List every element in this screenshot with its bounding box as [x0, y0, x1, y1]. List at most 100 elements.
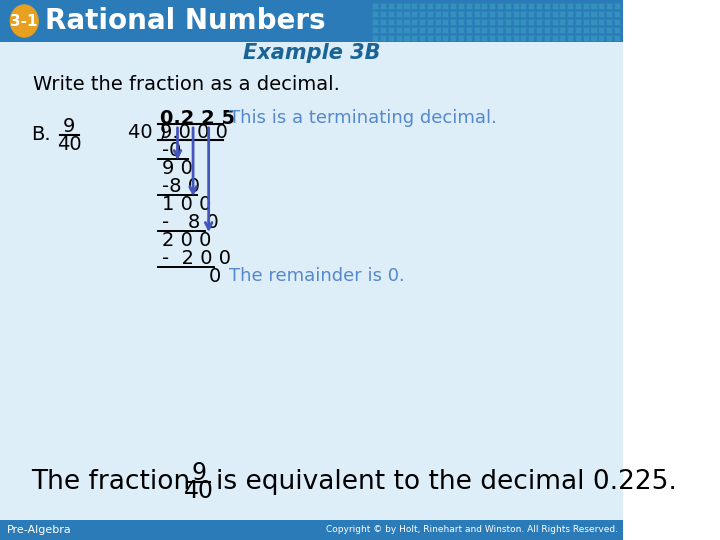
- Bar: [575, 35, 581, 41]
- Bar: [505, 27, 510, 33]
- Bar: [419, 11, 425, 17]
- Bar: [442, 3, 449, 9]
- Bar: [590, 19, 597, 25]
- Text: 2 0 0: 2 0 0: [162, 231, 211, 249]
- Bar: [396, 3, 402, 9]
- Bar: [442, 19, 449, 25]
- Bar: [388, 19, 394, 25]
- Bar: [489, 27, 495, 33]
- Bar: [0, 42, 624, 520]
- Circle shape: [10, 5, 38, 37]
- Bar: [411, 19, 418, 25]
- Bar: [598, 19, 604, 25]
- Bar: [536, 19, 542, 25]
- Text: 40: 40: [184, 479, 214, 503]
- Bar: [474, 19, 480, 25]
- Bar: [427, 35, 433, 41]
- Bar: [582, 11, 589, 17]
- Bar: [450, 11, 456, 17]
- Bar: [372, 35, 378, 41]
- Bar: [380, 11, 386, 17]
- Text: -   8 0: - 8 0: [162, 213, 219, 232]
- Bar: [458, 11, 464, 17]
- Bar: [474, 35, 480, 41]
- Bar: [380, 3, 386, 9]
- Bar: [598, 3, 604, 9]
- Bar: [489, 11, 495, 17]
- Bar: [450, 27, 456, 33]
- Bar: [505, 19, 510, 25]
- Bar: [521, 3, 526, 9]
- Bar: [419, 35, 425, 41]
- Bar: [606, 35, 612, 41]
- Bar: [536, 11, 542, 17]
- Bar: [458, 3, 464, 9]
- Bar: [442, 35, 449, 41]
- Bar: [606, 19, 612, 25]
- Bar: [403, 3, 410, 9]
- Bar: [567, 11, 573, 17]
- Bar: [598, 11, 604, 17]
- Bar: [372, 3, 378, 9]
- Bar: [575, 19, 581, 25]
- Bar: [450, 3, 456, 9]
- Bar: [528, 35, 534, 41]
- Bar: [466, 27, 472, 33]
- Bar: [435, 19, 441, 25]
- Bar: [606, 11, 612, 17]
- Bar: [388, 3, 394, 9]
- Bar: [482, 35, 487, 41]
- Bar: [450, 35, 456, 41]
- Bar: [559, 27, 565, 33]
- Bar: [590, 35, 597, 41]
- Text: The remainder is 0.: The remainder is 0.: [230, 267, 405, 285]
- Bar: [536, 27, 542, 33]
- Bar: [419, 19, 425, 25]
- Text: The fraction: The fraction: [31, 469, 199, 495]
- Text: B.: B.: [31, 125, 51, 145]
- Bar: [536, 35, 542, 41]
- Bar: [567, 27, 573, 33]
- Text: 9.0 0 0: 9.0 0 0: [160, 123, 228, 141]
- Bar: [582, 27, 589, 33]
- Text: 1 0 0: 1 0 0: [162, 194, 211, 213]
- Bar: [380, 27, 386, 33]
- Bar: [396, 19, 402, 25]
- Bar: [552, 27, 557, 33]
- Bar: [372, 27, 378, 33]
- Bar: [614, 3, 620, 9]
- Bar: [567, 19, 573, 25]
- Bar: [403, 35, 410, 41]
- Bar: [528, 27, 534, 33]
- Bar: [427, 27, 433, 33]
- Bar: [590, 11, 597, 17]
- Bar: [544, 11, 550, 17]
- Bar: [435, 27, 441, 33]
- Bar: [411, 11, 418, 17]
- Bar: [575, 11, 581, 17]
- Bar: [567, 3, 573, 9]
- Bar: [552, 35, 557, 41]
- Bar: [442, 27, 449, 33]
- Bar: [521, 27, 526, 33]
- Bar: [552, 11, 557, 17]
- Text: 9: 9: [63, 117, 76, 136]
- Bar: [489, 35, 495, 41]
- Bar: [497, 35, 503, 41]
- Text: Copyright © by Holt, Rinehart and Winston. All Rights Reserved.: Copyright © by Holt, Rinehart and Winsto…: [326, 525, 618, 535]
- Bar: [489, 19, 495, 25]
- Bar: [388, 27, 394, 33]
- Bar: [521, 35, 526, 41]
- Bar: [403, 11, 410, 17]
- Bar: [552, 19, 557, 25]
- Bar: [606, 27, 612, 33]
- Text: 40: 40: [57, 134, 81, 153]
- Bar: [458, 27, 464, 33]
- Bar: [513, 3, 518, 9]
- Bar: [582, 19, 589, 25]
- Bar: [474, 3, 480, 9]
- Bar: [372, 11, 378, 17]
- Bar: [497, 3, 503, 9]
- Bar: [380, 19, 386, 25]
- Bar: [606, 3, 612, 9]
